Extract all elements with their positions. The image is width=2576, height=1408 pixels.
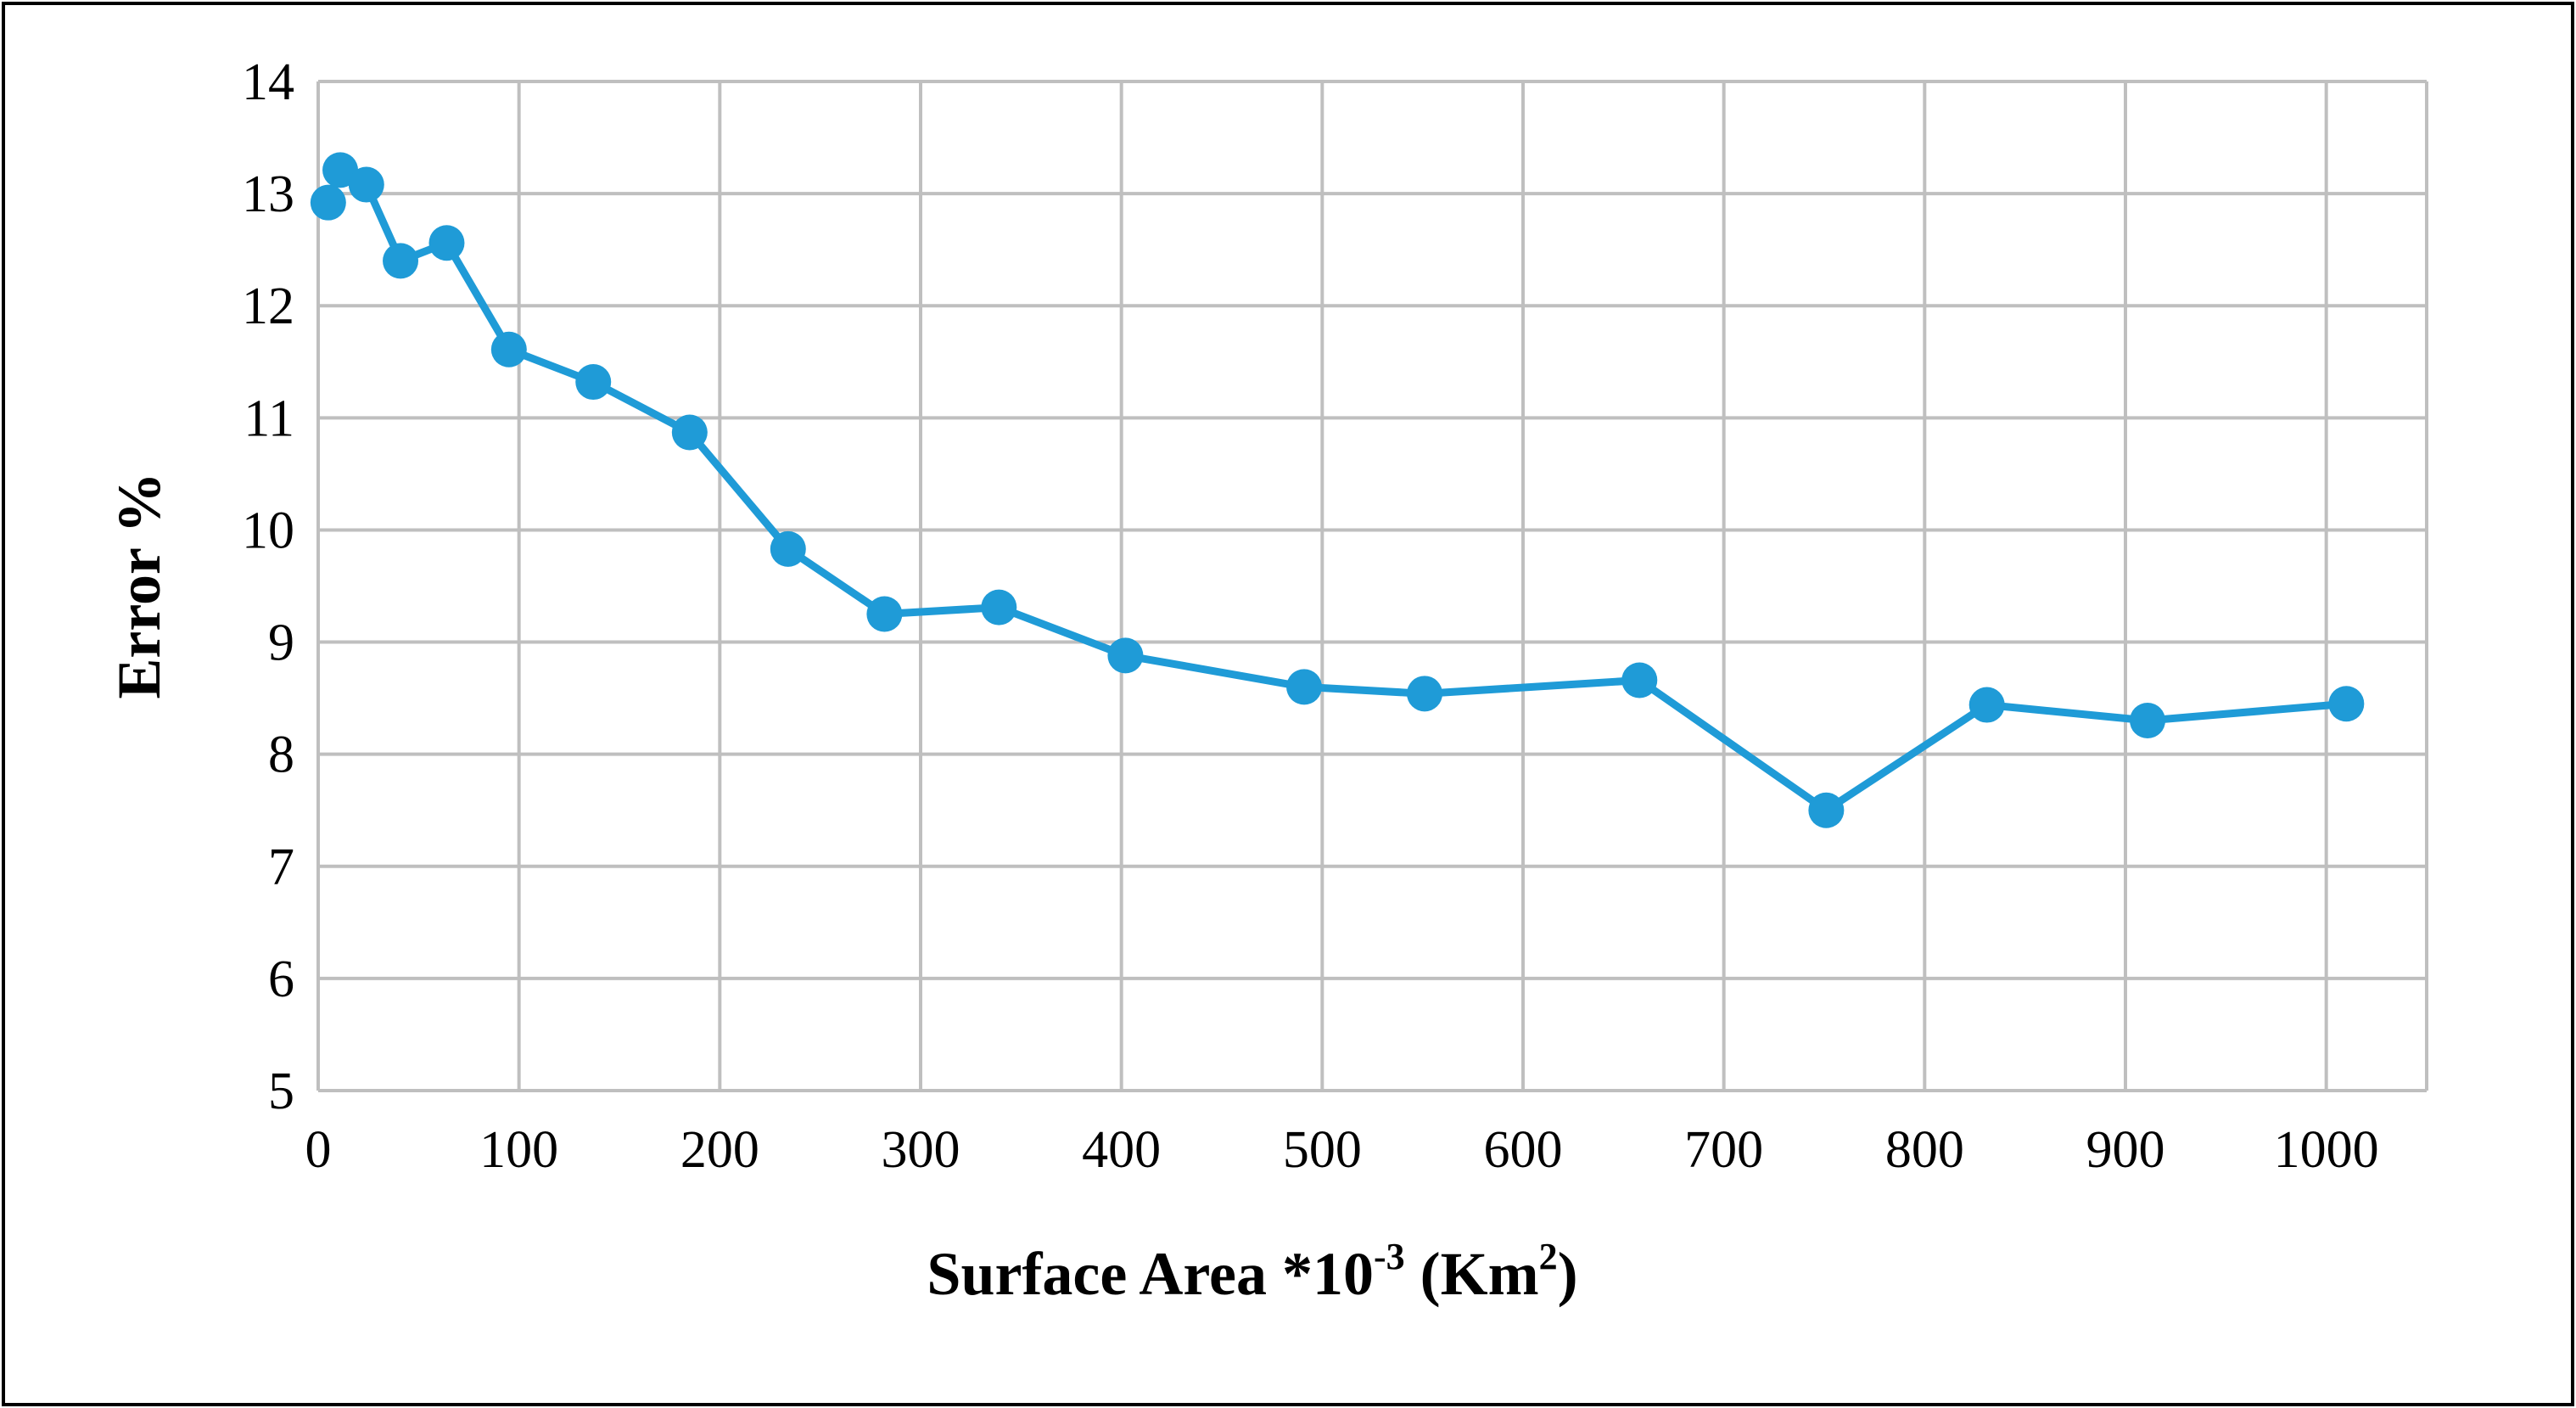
data-point — [1808, 793, 1844, 828]
data-point — [575, 364, 611, 400]
data-point — [428, 225, 464, 261]
y-axis-title: Error % — [105, 472, 173, 698]
data-point — [383, 243, 418, 278]
x-axis-title-close: ) — [1558, 1240, 1578, 1308]
x-tick-label: 400 — [1082, 1121, 1161, 1179]
x-tick-label: 600 — [1484, 1121, 1563, 1179]
x-axis-title-unit-exponent: 2 — [1539, 1236, 1558, 1277]
x-axis-title-main: Surface Area *10 — [927, 1240, 1374, 1308]
data-point — [1286, 669, 1322, 704]
x-tick-label: 700 — [1684, 1121, 1763, 1179]
data-point — [349, 167, 384, 203]
data-point — [866, 597, 902, 632]
data-point — [2130, 703, 2165, 738]
data-point — [1407, 676, 1442, 711]
data-point — [311, 185, 346, 221]
x-tick-label: 1000 — [2274, 1121, 2379, 1179]
line-chart: 0 100 200 300 400 500 600 700 800 900 1000 5 6 7 8 9 10… — [0, 0, 2576, 1408]
y-tick-label: 11 — [244, 390, 294, 447]
x-tick-label: 100 — [479, 1121, 558, 1179]
data-point — [2328, 686, 2364, 721]
y-tick-label: 12 — [242, 278, 294, 335]
y-tick-label: 5 — [268, 1063, 294, 1120]
x-tick-label: 500 — [1283, 1121, 1362, 1179]
data-point — [1969, 687, 2005, 723]
data-point — [770, 531, 806, 567]
y-tick-label: 9 — [268, 614, 294, 672]
data-point — [1107, 637, 1143, 673]
x-tick-label: 900 — [2086, 1121, 2165, 1179]
x-axis-title: Surface Area *10-3 (Km2) — [927, 1236, 1577, 1308]
y-tick-label: 7 — [268, 839, 294, 896]
y-tick-label: 10 — [242, 502, 294, 559]
x-tick-label: 800 — [1885, 1121, 1964, 1179]
chart-frame — [3, 3, 2573, 1405]
x-tick-label: 300 — [882, 1121, 960, 1179]
data-point — [672, 415, 708, 451]
x-tick-label: 0 — [305, 1121, 332, 1179]
y-tick-label: 14 — [242, 53, 294, 111]
y-tick-label: 6 — [268, 951, 294, 1008]
x-axis-title-exponent: -3 — [1374, 1236, 1405, 1277]
y-tick-label: 8 — [268, 726, 294, 784]
data-point — [491, 332, 527, 367]
data-point — [981, 590, 1016, 625]
y-tick-label: 13 — [242, 165, 294, 223]
x-tick-label: 200 — [680, 1121, 759, 1179]
x-axis-title-unit: (Km — [1405, 1240, 1539, 1308]
data-point — [1621, 662, 1657, 698]
